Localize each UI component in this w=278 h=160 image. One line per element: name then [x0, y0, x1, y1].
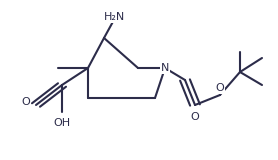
Text: O: O [21, 97, 30, 107]
Text: O: O [191, 112, 199, 122]
Text: OH: OH [53, 118, 71, 128]
Text: H₂N: H₂N [104, 12, 126, 22]
Text: O: O [216, 83, 224, 93]
Text: N: N [161, 63, 169, 73]
